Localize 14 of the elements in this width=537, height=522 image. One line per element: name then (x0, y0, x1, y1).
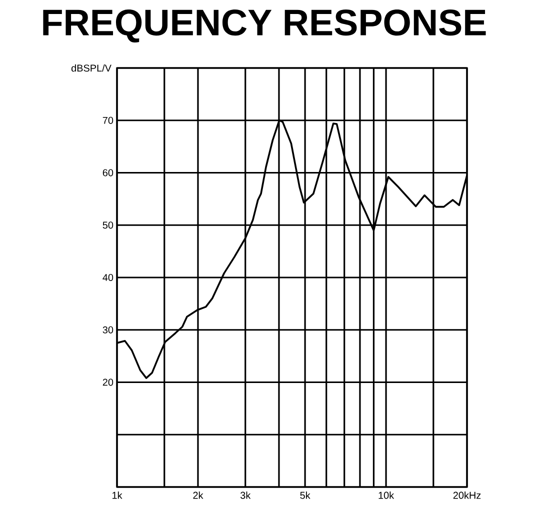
x-tick-label: 2k (193, 492, 204, 499)
x-tick-label: 3k (240, 492, 251, 499)
y-tick-label: 20 (102, 378, 114, 386)
x-tick-label: 1k (112, 492, 122, 499)
chart-title: FREQUENCY RESPONSE (43, 10, 486, 42)
x-tick-label: 10k (378, 492, 394, 499)
y-tick-label: 30 (102, 326, 114, 334)
x-tick-label: 5k (300, 492, 310, 499)
y-tick-label: 50 (102, 222, 114, 229)
y-tick-label: 40 (102, 274, 114, 282)
y-tick-label: 70 (102, 116, 114, 124)
y-tick-label: 60 (102, 169, 114, 176)
x-tick-label: 20kHz (453, 492, 481, 499)
y-axis-title: dBSPL/V (71, 64, 112, 72)
